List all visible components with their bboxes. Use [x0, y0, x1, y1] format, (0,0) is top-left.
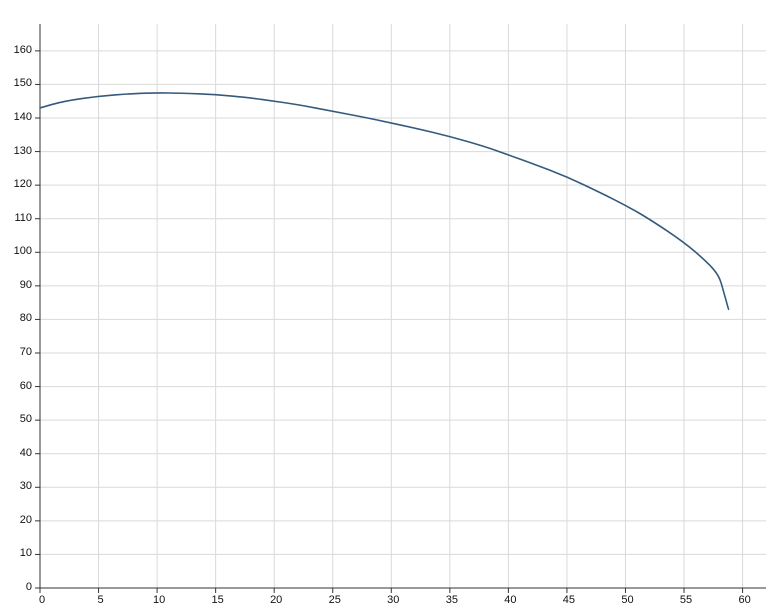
y-tick-label: 0: [4, 581, 32, 593]
x-tick-label: 10: [149, 594, 169, 606]
y-tick-label: 160: [4, 44, 32, 56]
x-tick-label: 5: [91, 594, 111, 606]
x-tick-label: 50: [617, 594, 637, 606]
y-tick-label: 80: [4, 312, 32, 324]
y-tick-label: 100: [4, 245, 32, 257]
x-tick-label: 55: [676, 594, 696, 606]
y-tick-label: 60: [4, 380, 32, 392]
x-tick-label: 60: [735, 594, 755, 606]
y-tick-label: 140: [4, 111, 32, 123]
x-tick-label: 0: [32, 594, 52, 606]
x-tick-label: 40: [500, 594, 520, 606]
pump-curve-chart: CR 45-6-2, 3*400 V, 50Hz Перекачиваемая …: [0, 0, 774, 611]
y-tick-label: 50: [4, 413, 32, 425]
x-tick-label: 35: [442, 594, 462, 606]
x-tick-label: 30: [383, 594, 403, 606]
y-tick-label: 70: [4, 346, 32, 358]
chart-svg: [0, 0, 774, 611]
y-tick-label: 130: [4, 145, 32, 157]
x-tick-label: 20: [266, 594, 286, 606]
y-tick-label: 150: [4, 77, 32, 89]
x-tick-label: 25: [325, 594, 345, 606]
y-tick-label: 20: [4, 514, 32, 526]
x-tick-label: 15: [208, 594, 228, 606]
y-tick-label: 90: [4, 279, 32, 291]
y-tick-label: 120: [4, 178, 32, 190]
y-tick-label: 30: [4, 480, 32, 492]
y-tick-label: 40: [4, 447, 32, 459]
y-tick-label: 10: [4, 547, 32, 559]
x-tick-label: 45: [559, 594, 579, 606]
y-tick-label: 110: [4, 212, 32, 224]
